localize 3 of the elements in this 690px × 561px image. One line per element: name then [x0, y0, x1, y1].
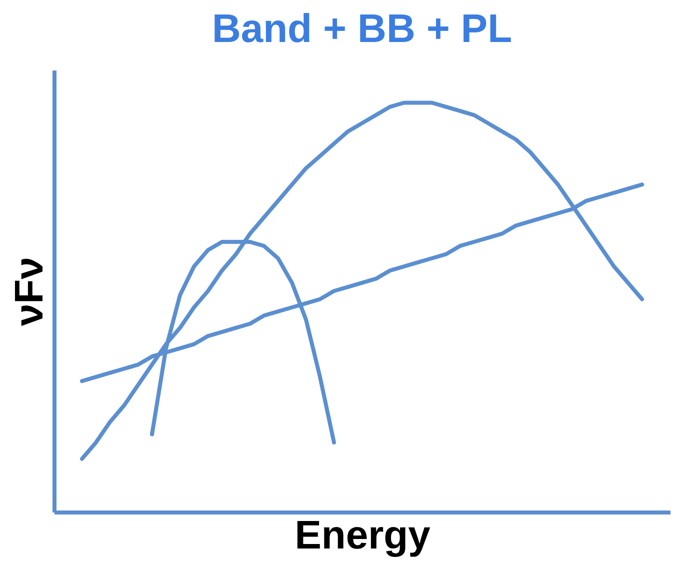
y-axis-title: νFν: [8, 257, 52, 326]
x-axis-title: Energy: [294, 514, 432, 558]
chart-title: Band + BB + PL: [212, 7, 512, 51]
